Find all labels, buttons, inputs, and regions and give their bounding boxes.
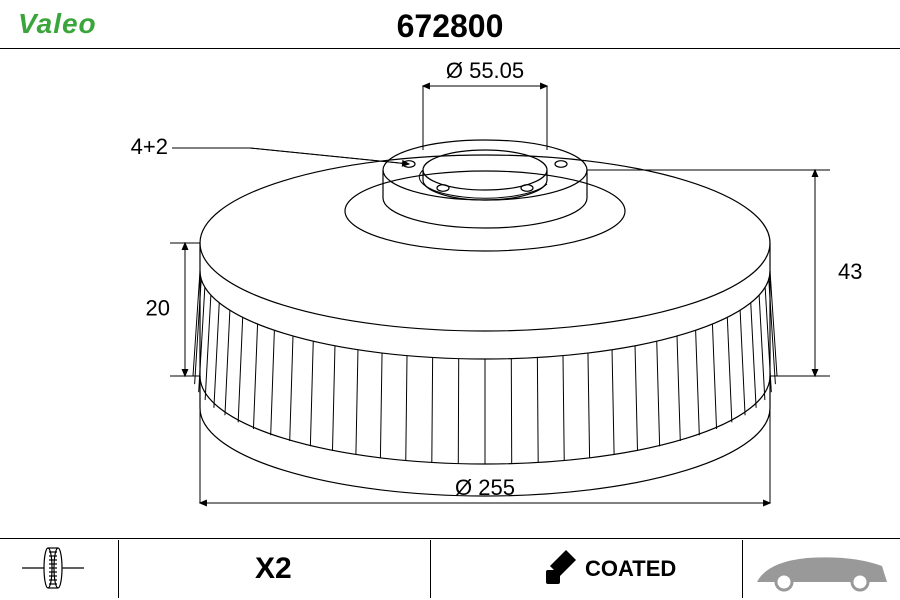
svg-text:Ø 55.05: Ø 55.05 [446, 58, 524, 83]
footer-divider-3 [742, 540, 743, 598]
svg-text:20: 20 [146, 296, 170, 321]
svg-text:4+2: 4+2 [131, 134, 168, 159]
coated-label: COATED [585, 556, 676, 582]
footer: X2 COATED [0, 540, 900, 598]
brand-logo: Valeo [18, 8, 97, 40]
quantity-label: X2 [255, 552, 292, 586]
technical-drawing: Ø 55.05 4+2 20 43 Ø 255 [0, 48, 900, 538]
footer-divider-2 [430, 540, 431, 598]
disc-side-icon [10, 540, 110, 598]
car-silhouette-icon [752, 540, 892, 598]
footer-divider-1 [118, 540, 119, 598]
svg-text:Ø 255: Ø 255 [455, 475, 515, 500]
svg-text:43: 43 [838, 259, 862, 284]
bottom-divider [0, 538, 900, 539]
part-number: 672800 [397, 8, 504, 45]
brush-icon [542, 548, 582, 588]
